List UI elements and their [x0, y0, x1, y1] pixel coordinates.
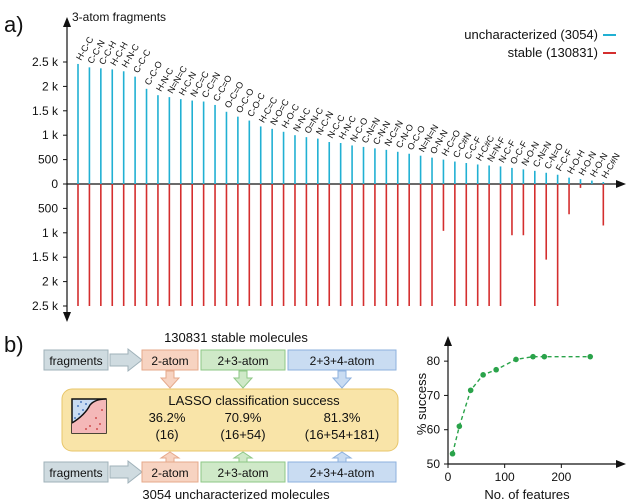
panel-b-ytick-label: 80 — [427, 354, 441, 368]
success-point — [467, 387, 474, 394]
success-line — [451, 355, 591, 454]
stage-23-atom-bottom — [200, 461, 286, 483]
arrow-up-stage2 — [232, 451, 254, 463]
panel-a: a) 3-atom fragments 2.5 k 2 k 1.5 k 1 k 500 0… — [4, 10, 626, 322]
success-point — [513, 356, 519, 363]
panel-a-ytick-label: 2 k — [42, 79, 59, 93]
panel-b-ytick-label: 70 — [427, 388, 441, 402]
success-point — [449, 450, 456, 457]
panel-a-ytick-label: 2 k — [42, 275, 59, 289]
arrow-fragments-to-stage-top — [109, 347, 143, 373]
lasso-box — [61, 388, 399, 452]
arrow-down-stage1 — [159, 370, 181, 389]
panel-b-x-axis-arrow — [616, 460, 626, 468]
panel-b-y-axis-arrow — [444, 336, 452, 346]
panel-a-bars — [77, 63, 605, 306]
arrow-down-stage3 — [331, 370, 353, 389]
result-features-1: (16) — [155, 427, 178, 442]
result-features-3: (16+54+181) — [305, 427, 379, 442]
success-point — [480, 372, 486, 378]
fragments-box-top — [43, 349, 109, 371]
success-point — [530, 353, 536, 360]
panel-a-ytick-label: 500 — [38, 201, 58, 215]
panel-b-xlabel: No. of features — [484, 487, 570, 502]
panel-b-ytick-label: 60 — [427, 423, 441, 437]
stage-2-atom-bottom — [141, 461, 199, 483]
panel-b-label: b) — [4, 332, 24, 357]
result-percent-3: 81.3% — [324, 410, 361, 425]
panel-a-ytick-label: 1.5 k — [32, 250, 59, 264]
panel-b-ylabel: % success — [414, 372, 429, 435]
panel-a-ytick-label: 1 k — [42, 128, 59, 142]
panel-a-y-ticks: 2.5 k 2 k 1.5 k 1 k 500 0 500 1 k 1.5 k 2 k 2.5 k — [32, 55, 67, 313]
panel-b-xtick-label: 200 — [551, 470, 571, 484]
stage-234-atom-label-bottom: 2+3+4-atom — [310, 466, 375, 480]
fragments-label-top: fragments — [49, 354, 102, 368]
panel-a-x-axis-arrow — [616, 180, 626, 188]
panel-a-ytick-label: 1 k — [42, 226, 59, 240]
panel-a-ytick-label: 1.5 k — [32, 104, 59, 118]
legend-entry-uncharacterized: uncharacterized (3054) — [464, 27, 598, 42]
stage-234-atom-label-top: 2+3+4-atom — [310, 354, 375, 368]
panel-b-ytick-label: 50 — [427, 457, 441, 471]
panel-b-ticks: 50 60 70 80 0 100 200 — [427, 354, 572, 484]
classifier-icon — [71, 398, 107, 434]
panel-a-legend: uncharacterized (3054) stable (130831) — [464, 27, 616, 60]
success-point — [493, 366, 499, 373]
panel-a-ytick-label: 500 — [38, 153, 58, 167]
stage-234-atom-top — [287, 349, 397, 371]
panel-b-chart: % success No. of features 50 60 70 80 0 100 20… — [414, 336, 626, 502]
stage-2-atom-top — [141, 349, 199, 371]
arrow-up-stage1 — [159, 451, 181, 463]
panel-a-ytick-label: 2.5 k — [32, 299, 59, 313]
success-point — [456, 423, 463, 430]
lasso-title: LASSO classification success — [168, 393, 340, 408]
panel-a-ytick-label: 2.5 k — [32, 55, 59, 69]
success-point — [587, 353, 594, 360]
panel-a-y-axis-arrow-bottom — [63, 312, 71, 322]
panel-a-ytick-label: 0 — [51, 177, 58, 191]
success-point — [541, 353, 548, 360]
stage-23-atom-top — [200, 349, 286, 371]
fragments-label-bottom: fragments — [49, 466, 102, 480]
legend-entry-stable: stable (130831) — [508, 45, 598, 60]
panel-b-series — [449, 353, 594, 457]
stage-2-atom-label-bottom: 2-atom — [151, 466, 188, 480]
stage-2-atom-label-top: 2-atom — [151, 354, 188, 368]
stage-23-atom-label-top: 2+3-atom — [217, 354, 268, 368]
result-features-2: (16+54) — [220, 427, 265, 442]
fragments-box-bottom — [43, 461, 109, 483]
arrow-fragments-to-stage-bottom — [109, 459, 143, 485]
panel-a-label: a) — [4, 12, 24, 37]
panel-b-xtick-label: 100 — [495, 470, 515, 484]
panel-b-xtick-label: 0 — [445, 470, 452, 484]
stage-234-atom-bottom — [287, 461, 397, 483]
stage-23-atom-label-bottom: 2+3-atom — [217, 466, 268, 480]
bottom-caption: 3054 uncharacterized molecules — [142, 487, 330, 502]
arrow-up-stage3 — [331, 451, 353, 463]
panel-b: b) 130831 stable molecules 3054 uncharac… — [4, 330, 399, 502]
arrow-down-stage2 — [232, 370, 254, 389]
top-caption: 130831 stable molecules — [164, 330, 308, 345]
result-percent-1: 36.2% — [149, 410, 186, 425]
result-percent-2: 70.9% — [225, 410, 262, 425]
panel-a-title: 3-atom fragments — [72, 10, 166, 24]
panel-a-category-labels: H-C-CC-C-NC-C-HH-C-HH-N-CC-C-CC-C-OH-N-C… — [74, 34, 622, 180]
panel-a-y-axis-arrow-top — [63, 17, 71, 27]
